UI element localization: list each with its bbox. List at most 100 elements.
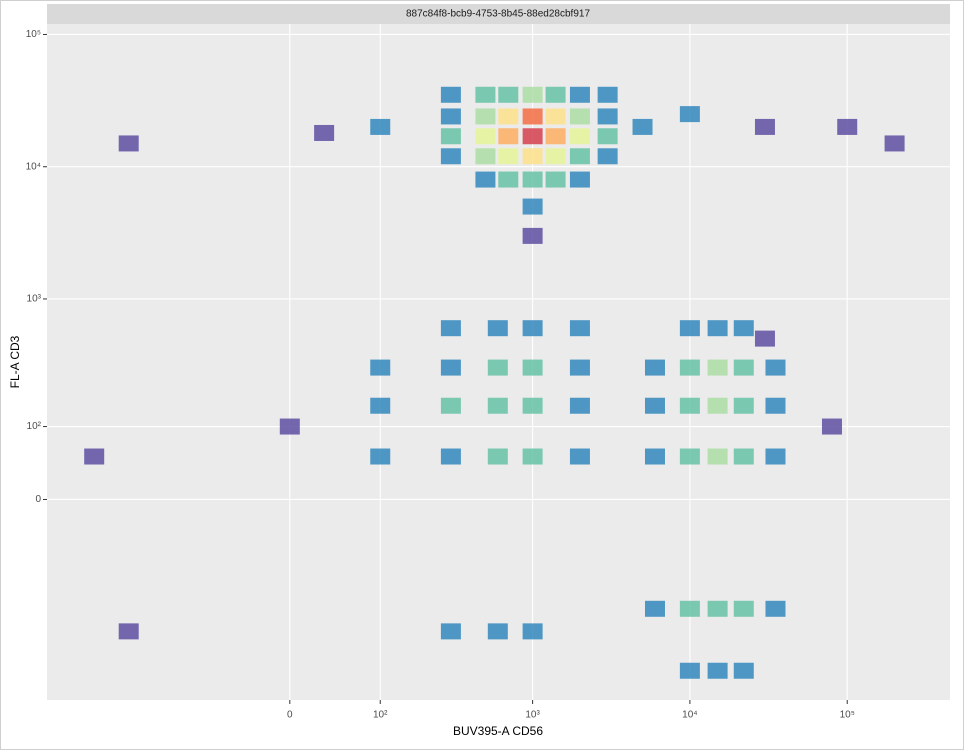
density-cell [279,418,300,435]
density-cell [475,148,496,165]
density-cell [370,448,391,465]
y-axis-title: FL-A CD3 [8,335,22,388]
density-cell [522,359,543,376]
density-cell [498,148,519,165]
x-tick-label: 10² [373,710,388,721]
density-cell [597,148,618,165]
x-tick-label: 0 [287,710,293,721]
density-cell [118,135,139,152]
density-cell [522,198,543,215]
density-cell [707,600,728,617]
density-cell [487,359,508,376]
density-cell [118,623,139,640]
density-cell [545,108,566,125]
density-cell [498,128,519,145]
density-cell [440,623,461,640]
density-cell [475,86,496,103]
density-cell [522,108,543,125]
density-cell [569,171,590,188]
strip-text: 887c84f8-bcb9-4753-8b45-88ed28cbf917 [406,9,590,20]
density-cell [644,359,665,376]
density-cell [314,124,335,141]
density-cell [370,397,391,414]
density-cell [440,86,461,103]
density-cell [644,600,665,617]
density-cell [370,359,391,376]
density-cell [475,108,496,125]
density-cell [440,148,461,165]
density-cell [522,397,543,414]
density-cell [522,623,543,640]
x-axis-title: BUV395-A CD56 [453,724,543,738]
density-cell [644,397,665,414]
density-cell [765,600,786,617]
y-tick-label: 0 [35,494,41,505]
density-cell [679,106,700,123]
density-cell [707,662,728,679]
density-cell [545,171,566,188]
density-cell [733,359,754,376]
density-cell [884,135,905,152]
density-cell [733,662,754,679]
density-cell [754,118,775,135]
density-cell [765,397,786,414]
density-cell [522,128,543,145]
density-cell [498,86,519,103]
density-cell [569,448,590,465]
density-cell [440,397,461,414]
density-cell [440,128,461,145]
density-cell [679,359,700,376]
density-cell [475,171,496,188]
density-cell [522,320,543,337]
x-tick-label: 10⁵ [840,710,855,721]
density-cell [679,662,700,679]
density-cell [545,86,566,103]
density-cell [440,359,461,376]
density-cell [440,108,461,125]
density-cell [569,86,590,103]
density-cell [84,448,105,465]
density-cell [707,397,728,414]
x-tick-label: 10³ [525,710,540,721]
density-cell [370,118,391,135]
density-cell [765,448,786,465]
density-cell [733,397,754,414]
y-tick-label: 10⁵ [26,29,41,40]
density-cell [522,448,543,465]
density-cell [498,108,519,125]
density-cell [679,320,700,337]
density-cell [545,128,566,145]
strip [47,4,950,24]
density-cell [440,320,461,337]
density-cell [569,320,590,337]
density-cell [707,359,728,376]
density-cell [487,623,508,640]
density-cell [679,600,700,617]
density-cell [707,320,728,337]
y-tick-label: 10³ [27,294,42,305]
density-cell [644,448,665,465]
density-cell [498,171,519,188]
density-cell [487,448,508,465]
density-cell [837,118,858,135]
density-cell [569,108,590,125]
density-cell [440,448,461,465]
density-cell [733,320,754,337]
density-cell [522,148,543,165]
density-cell [632,118,653,135]
density-cell [754,330,775,347]
density-cell [597,128,618,145]
density-cell [707,448,728,465]
density-cell [679,448,700,465]
density-cell [569,128,590,145]
y-tick-label: 10² [27,421,42,432]
density-cell [487,397,508,414]
density-cell [522,227,543,244]
density-cell [765,359,786,376]
density-cell [522,171,543,188]
density-cell [475,128,496,145]
density-cell [569,148,590,165]
density-cell [733,600,754,617]
density-cell [545,148,566,165]
